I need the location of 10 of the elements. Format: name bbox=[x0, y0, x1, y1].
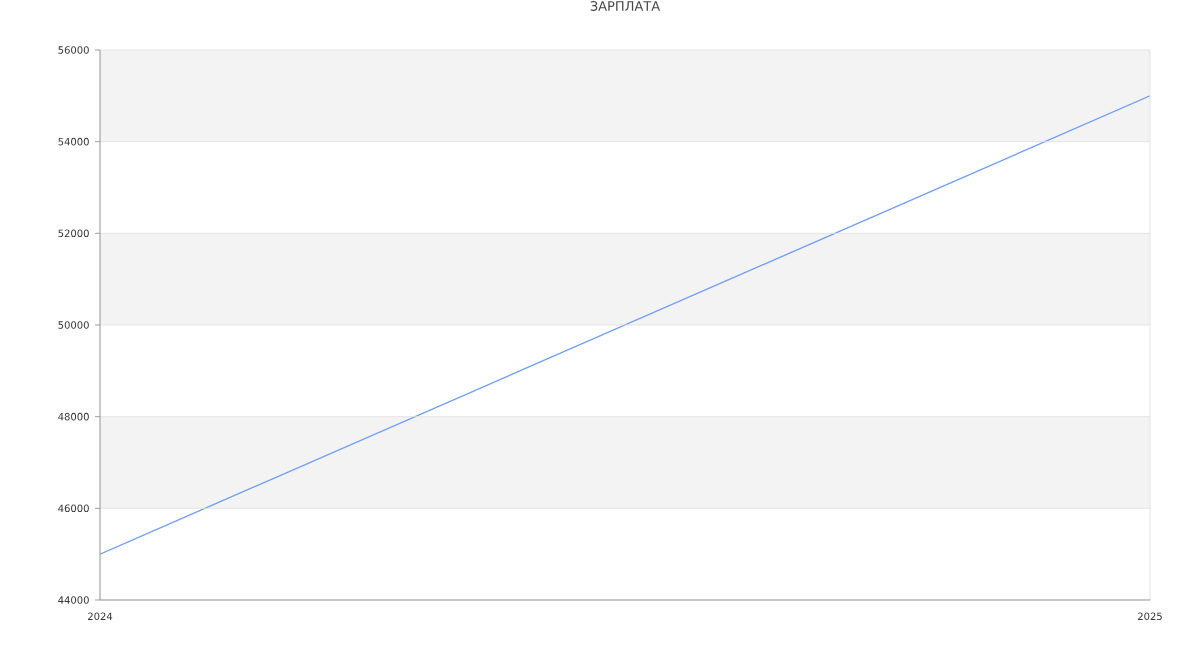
y-tick-label: 54000 bbox=[58, 137, 89, 146]
y-tick-label: 48000 bbox=[58, 412, 89, 421]
y-tick-label: 44000 bbox=[58, 596, 89, 604]
y-tick-label: 46000 bbox=[58, 504, 89, 513]
y-tick-label: 56000 bbox=[58, 46, 89, 54]
y-tick-label: 50000 bbox=[58, 321, 89, 329]
x-tick-label: 2024 bbox=[88, 612, 113, 621]
y-tick-label: 52000 bbox=[58, 229, 89, 238]
x-tick-label: 2025 bbox=[1138, 612, 1162, 621]
chart-title: ЗАРПЛАТА bbox=[590, 1, 661, 11]
